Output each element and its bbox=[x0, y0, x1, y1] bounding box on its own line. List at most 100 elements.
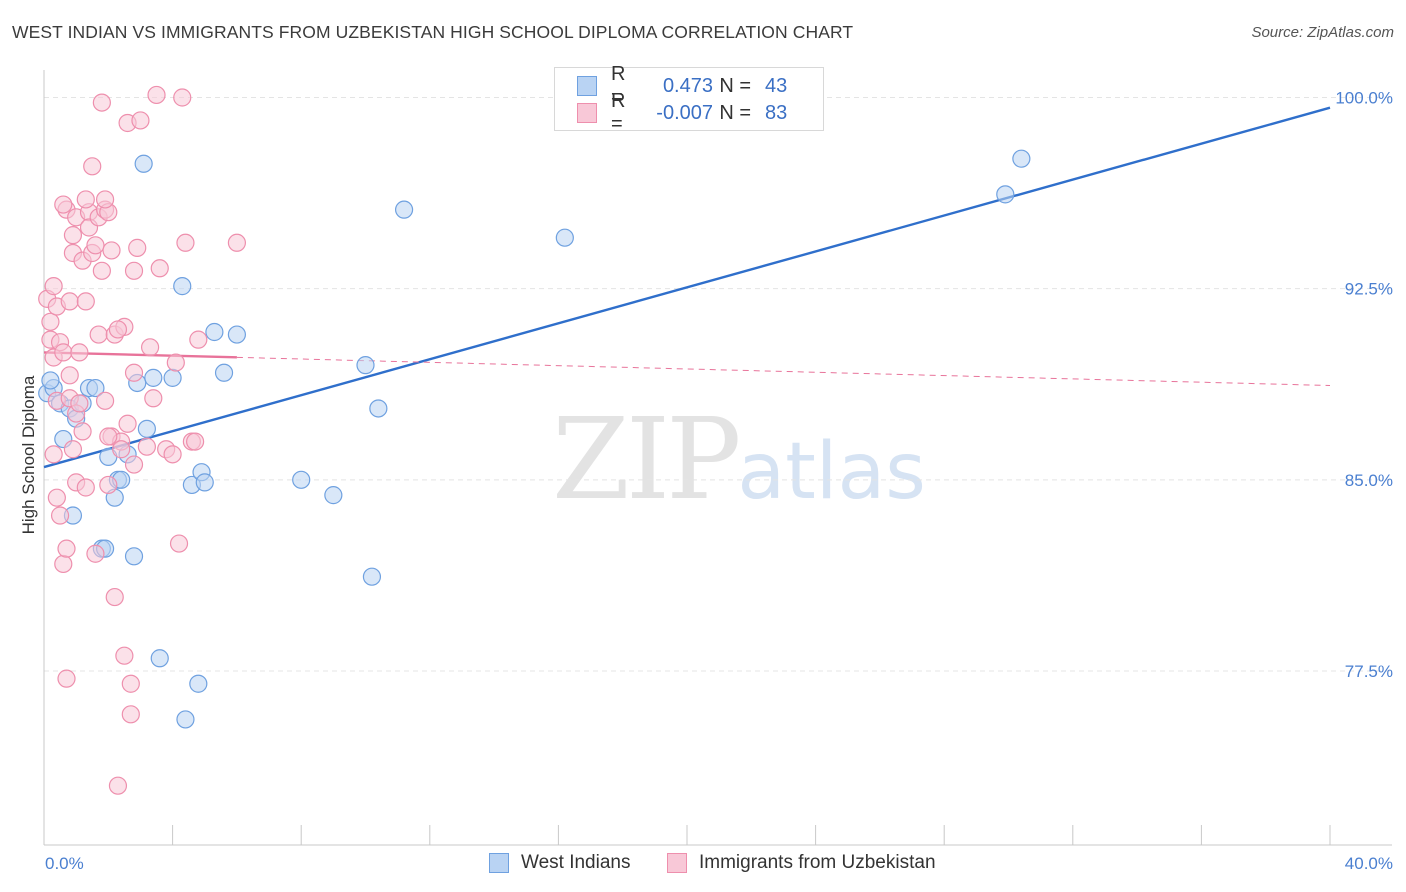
y-tick-label: 77.5% bbox=[1345, 662, 1393, 681]
x-tick-label: 0.0% bbox=[45, 854, 84, 873]
y-axis-label: High School Diploma bbox=[19, 375, 38, 535]
series-legend: West Indians Immigrants from Uzbekistan bbox=[0, 852, 1406, 878]
point-west-indians bbox=[555, 228, 574, 247]
point-west-indians bbox=[394, 200, 414, 219]
point-uzbekistan bbox=[144, 389, 163, 408]
point-uzbekistan bbox=[54, 195, 73, 214]
point-west-indians bbox=[144, 368, 163, 387]
point-uzbekistan bbox=[99, 475, 118, 495]
legend-n-label: N = bbox=[719, 101, 751, 124]
point-uzbekistan bbox=[70, 343, 89, 362]
legend-r-label: R = bbox=[611, 90, 626, 135]
watermark-atlas: atlas bbox=[737, 427, 926, 517]
point-west-indians bbox=[369, 399, 388, 418]
point-uzbekistan bbox=[128, 238, 147, 257]
point-uzbekistan bbox=[86, 236, 105, 255]
legend-r-value: 0.473 bbox=[662, 74, 713, 97]
point-west-indians bbox=[195, 473, 214, 492]
legend-swatch-pink bbox=[667, 853, 687, 873]
correlation-legend: R = 0.473 N = 43 R = -0.007 N = 83 bbox=[554, 63, 824, 135]
point-uzbekistan bbox=[89, 325, 108, 344]
legend-r-value: -0.007 bbox=[656, 101, 713, 124]
point-uzbekistan bbox=[186, 432, 205, 451]
legend-label-west-indians: West Indians bbox=[521, 852, 631, 873]
point-west-indians bbox=[292, 470, 311, 489]
legend-item-uzbekistan: Immigrants from Uzbekistan bbox=[667, 852, 936, 874]
point-uzbekistan bbox=[54, 343, 73, 362]
point-uzbekistan bbox=[83, 157, 102, 176]
point-west-indians bbox=[173, 277, 192, 296]
trend-line-west-indians bbox=[43, 106, 1331, 469]
legend-swatch-pink bbox=[577, 103, 597, 123]
point-uzbekistan bbox=[86, 544, 105, 563]
point-uzbekistan bbox=[124, 363, 144, 382]
point-uzbekistan bbox=[169, 534, 189, 553]
point-uzbekistan bbox=[108, 320, 128, 339]
point-uzbekistan bbox=[108, 776, 128, 795]
axes bbox=[43, 70, 1392, 846]
point-uzbekistan bbox=[150, 259, 169, 278]
point-west-indians bbox=[214, 363, 234, 382]
point-uzbekistan bbox=[44, 445, 63, 464]
legend-row-west-indians: R = 0.473 N = 43 bbox=[577, 63, 788, 108]
watermark-zip: ZIP bbox=[552, 395, 741, 525]
tick-labels: 77.5% 85.0% 92.5% 100.0% 0.0% 40.0% bbox=[45, 89, 1393, 874]
point-west-indians bbox=[1012, 149, 1031, 168]
point-uzbekistan bbox=[76, 478, 95, 497]
point-uzbekistan bbox=[227, 233, 246, 252]
point-uzbekistan bbox=[163, 445, 182, 464]
legend-n-value: 83 bbox=[765, 101, 788, 124]
point-uzbekistan bbox=[121, 705, 140, 724]
point-uzbekistan bbox=[95, 391, 115, 410]
legend-label-uzbekistan: Immigrants from Uzbekistan bbox=[699, 852, 936, 873]
point-west-indians bbox=[189, 674, 208, 693]
point-uzbekistan bbox=[131, 111, 150, 130]
point-uzbekistan bbox=[44, 277, 63, 296]
source-label: Source: ZipAtlas.com bbox=[1251, 24, 1394, 41]
point-uzbekistan bbox=[121, 674, 140, 693]
point-west-indians bbox=[134, 154, 153, 173]
trend-lines bbox=[43, 106, 1331, 469]
point-uzbekistan bbox=[99, 427, 118, 446]
point-uzbekistan bbox=[105, 587, 124, 607]
point-uzbekistan bbox=[102, 241, 121, 260]
legend-row-uzbekistan: R = -0.007 N = 83 bbox=[577, 90, 788, 135]
point-west-indians bbox=[163, 368, 182, 387]
data-points bbox=[38, 85, 1031, 795]
point-uzbekistan bbox=[57, 669, 76, 688]
point-uzbekistan bbox=[176, 233, 195, 252]
gridlines bbox=[44, 97, 1392, 672]
point-uzbekistan bbox=[115, 646, 134, 665]
point-uzbekistan bbox=[137, 437, 156, 456]
point-uzbekistan bbox=[50, 506, 70, 525]
point-uzbekistan bbox=[41, 312, 60, 331]
legend-r-label: R = bbox=[611, 63, 626, 108]
point-uzbekistan bbox=[60, 292, 79, 311]
point-uzbekistan bbox=[95, 190, 115, 209]
point-uzbekistan bbox=[166, 353, 185, 372]
point-uzbekistan bbox=[54, 554, 73, 574]
y-tick-label: 85.0% bbox=[1345, 471, 1393, 490]
legend-item-west-indians: West Indians bbox=[489, 852, 630, 874]
legend-n-label: N = bbox=[719, 74, 751, 97]
point-west-indians bbox=[150, 649, 169, 668]
point-uzbekistan bbox=[173, 88, 192, 107]
point-uzbekistan bbox=[189, 330, 208, 349]
point-uzbekistan bbox=[92, 93, 111, 112]
point-uzbekistan bbox=[47, 488, 66, 507]
chart-title: WEST INDIAN VS IMMIGRANTS FROM UZBEKISTA… bbox=[12, 22, 854, 42]
legend-n-value: 43 bbox=[765, 74, 788, 97]
point-uzbekistan bbox=[60, 366, 79, 385]
point-west-indians bbox=[362, 567, 382, 586]
point-uzbekistan bbox=[124, 261, 144, 280]
point-west-indians bbox=[996, 185, 1015, 204]
point-west-indians bbox=[41, 371, 60, 390]
point-west-indians bbox=[324, 486, 343, 505]
point-west-indians bbox=[356, 356, 375, 375]
point-uzbekistan bbox=[57, 539, 76, 558]
point-uzbekistan bbox=[76, 190, 95, 209]
point-uzbekistan bbox=[124, 455, 144, 474]
y-tick-label: 92.5% bbox=[1345, 280, 1393, 299]
point-uzbekistan bbox=[63, 226, 83, 245]
